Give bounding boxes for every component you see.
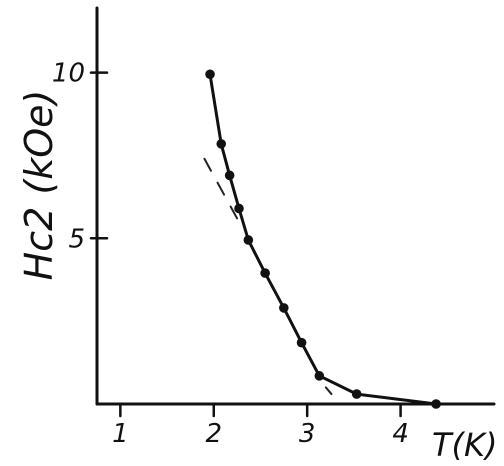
x-tick-label: 3 bbox=[299, 419, 316, 449]
data-point bbox=[216, 139, 227, 149]
data-point bbox=[351, 389, 362, 399]
y-axis-label: Hc2 (kOe) bbox=[17, 90, 61, 281]
data-point bbox=[279, 303, 289, 313]
extrapolation-dash bbox=[216, 181, 226, 196]
data-points bbox=[205, 69, 441, 409]
y-tick-label: 10 bbox=[52, 59, 85, 89]
data-point bbox=[224, 170, 235, 181]
data-point bbox=[431, 399, 441, 409]
extrapolation-dash bbox=[324, 386, 333, 396]
extrapolation-dash bbox=[203, 157, 212, 172]
extrapolation-dash bbox=[229, 205, 239, 220]
y-tick-label: 5 bbox=[68, 224, 85, 254]
data-point bbox=[243, 235, 254, 245]
x-tick-label: 1 bbox=[112, 419, 129, 449]
data-point bbox=[260, 268, 270, 278]
extrapolation-lines bbox=[203, 157, 333, 396]
x-tick-label: 4 bbox=[392, 419, 409, 449]
data-point bbox=[296, 337, 307, 348]
ticks: 1 2 3 4 5 10 bbox=[52, 59, 409, 449]
x-tick-label: 2 bbox=[205, 419, 222, 449]
data-point bbox=[205, 69, 215, 80]
data-point bbox=[314, 371, 325, 381]
axes bbox=[95, 6, 496, 406]
x-axis-label: T(K) bbox=[432, 426, 498, 464]
data-point bbox=[234, 203, 244, 214]
